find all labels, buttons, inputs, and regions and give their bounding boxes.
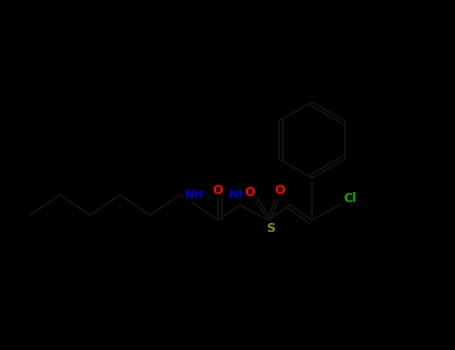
Text: O: O <box>275 184 285 197</box>
Text: NH: NH <box>229 190 247 200</box>
Text: NH: NH <box>185 190 203 200</box>
Text: Cl: Cl <box>344 191 357 204</box>
Text: O: O <box>212 183 223 196</box>
Text: S: S <box>267 222 275 235</box>
Text: O: O <box>245 187 255 199</box>
